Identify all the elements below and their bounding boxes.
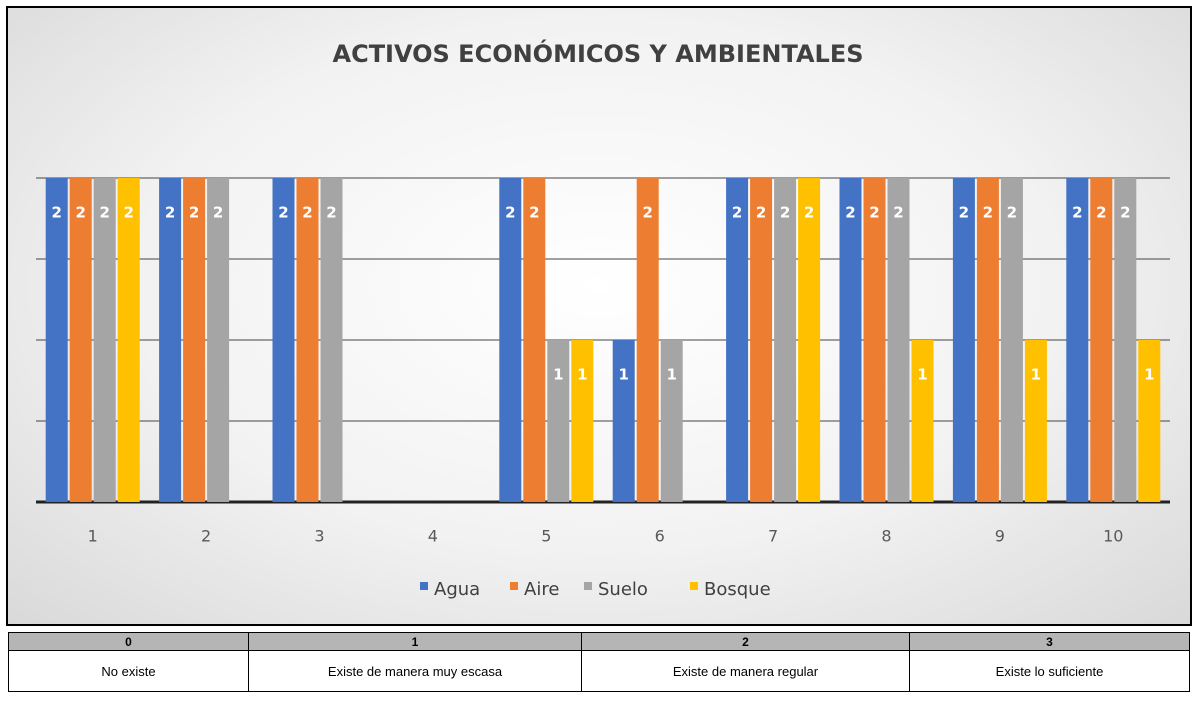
data-label: 2 [213,204,223,222]
bar [863,178,886,502]
header-cell: 0 [8,632,249,651]
data-label: 2 [529,204,539,222]
data-label: 1 [577,366,587,384]
bar [952,178,975,502]
x-tick-label: 9 [995,527,1005,546]
x-tick-label: 5 [541,527,551,546]
data-label: 1 [1031,366,1041,384]
x-tick-label: 8 [881,527,891,546]
bar [1114,178,1137,502]
data-label: 2 [642,204,652,222]
data-label: 2 [869,204,879,222]
header-cell: 3 [909,632,1190,651]
table-cell: Existe de manera muy escasa [248,650,582,692]
bar [296,178,319,502]
bar [660,340,683,502]
bar [272,178,295,502]
data-label: 2 [302,204,312,222]
x-tick-label: 2 [201,527,211,546]
chart: ACTIVOS ECONÓMICOS Y AMBIENTALES 12 2 2 222… [36,38,1170,600]
legend-table: 0 1 2 3 No existe Existe de manera muy e… [8,632,1190,692]
legend-label: Suelo [598,579,648,600]
bar [207,178,230,502]
data-label: 2 [278,204,288,222]
table-cell: Existe lo suficiente [909,650,1190,692]
data-label: 2 [804,204,814,222]
bar [45,178,68,502]
bar [1138,340,1161,502]
data-label: 1 [666,366,676,384]
legend-swatch [584,582,592,590]
bar [1024,340,1047,502]
table-row: No existe Existe de manera muy escasa Ex… [8,650,1190,692]
data-label: 1 [553,366,563,384]
bar [750,178,773,502]
data-label: 2 [326,204,336,222]
bar [1090,178,1113,502]
table-header: 0 1 2 3 [8,632,1190,651]
x-tick-label: 10 [1103,527,1123,546]
data-label: 2 [983,204,993,222]
data-label: 2 [756,204,766,222]
bar [839,178,862,502]
bar [320,178,343,502]
x-tick-label: 4 [428,527,438,546]
data-label: 2 [893,204,903,222]
header-cell: 2 [581,632,910,651]
data-label: 2 [51,204,61,222]
data-label: 2 [780,204,790,222]
x-tick-label: 1 [88,527,98,546]
data-label: 1 [618,366,628,384]
data-label: 2 [165,204,175,222]
data-label: 2 [732,204,742,222]
bar [93,178,116,502]
data-label: 2 [99,204,109,222]
data-label: 1 [917,366,927,384]
data-label: 2 [505,204,515,222]
data-label: 2 [959,204,969,222]
bar [636,178,659,502]
table-cell: Existe de manera regular [581,650,910,692]
data-label: 2 [1007,204,1017,222]
table-cell: No existe [8,650,249,692]
x-tick-label: 7 [768,527,778,546]
bar [159,178,182,502]
legend-label: Bosque [704,579,771,600]
legend-label: Aire [524,579,559,600]
bar [612,340,635,502]
chart-title: ACTIVOS ECONÓMICOS Y AMBIENTALES [333,38,864,68]
data-label: 2 [75,204,85,222]
x-tick-label: 3 [314,527,324,546]
bar [887,178,910,502]
bar [1000,178,1023,502]
bar [183,178,206,502]
bar [523,178,546,502]
x-tick-label: 6 [655,527,665,546]
bar [117,178,140,502]
data-label: 2 [1120,204,1130,222]
bar [69,178,92,502]
legend-swatch [510,582,518,590]
bar [976,178,999,502]
data-label: 1 [1144,366,1154,384]
bar [547,340,570,502]
bar [911,340,934,502]
data-label: 2 [189,204,199,222]
data-label: 2 [1072,204,1082,222]
bar [1066,178,1089,502]
data-label: 2 [123,204,133,222]
bar [798,178,821,502]
bar [499,178,522,502]
bar [571,340,594,502]
data-label: 2 [1096,204,1106,222]
data-label: 2 [845,204,855,222]
bar [726,178,749,502]
legend-swatch [420,582,428,590]
legend-label: Agua [434,579,480,600]
legend-swatch [690,582,698,590]
bar [774,178,797,502]
header-cell: 1 [248,632,582,651]
